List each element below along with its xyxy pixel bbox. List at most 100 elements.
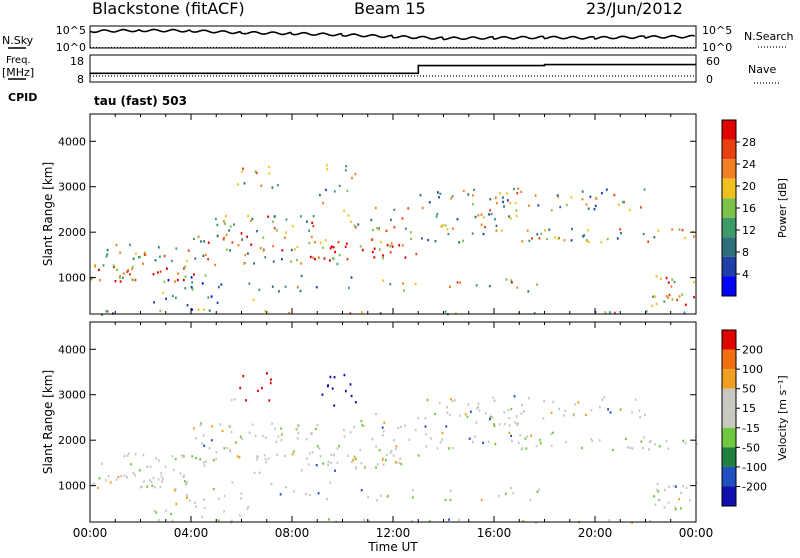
velocity-colorbar-swatch bbox=[722, 349, 736, 370]
power-cell bbox=[290, 260, 292, 263]
velocity-cell bbox=[238, 514, 241, 517]
velocity-cell bbox=[514, 421, 517, 424]
power-cell bbox=[132, 257, 135, 260]
velocity-cell bbox=[563, 414, 565, 417]
power-cell bbox=[296, 258, 298, 262]
velocity-cell bbox=[221, 429, 224, 433]
velocity-cell bbox=[459, 414, 462, 417]
velocity-cell bbox=[165, 509, 167, 512]
velocity-cell bbox=[316, 423, 319, 427]
power-cell bbox=[665, 276, 668, 280]
velocity-cell bbox=[663, 506, 666, 509]
power-cell bbox=[620, 232, 622, 235]
velocity-cell bbox=[213, 459, 215, 462]
velocity-cell bbox=[360, 489, 363, 492]
velocity-cell bbox=[494, 442, 497, 446]
power-cell bbox=[247, 214, 249, 218]
power-colorbar-swatch bbox=[722, 276, 736, 296]
velocity-cell bbox=[180, 454, 183, 457]
power-cell bbox=[105, 255, 108, 258]
velocity-cell bbox=[525, 447, 528, 450]
velocity-cell bbox=[171, 519, 174, 522]
velocity-cell bbox=[448, 413, 451, 417]
power-cell bbox=[322, 246, 324, 249]
power-cell bbox=[131, 267, 133, 271]
velocity-cell bbox=[281, 432, 284, 435]
velocity-cell bbox=[146, 485, 149, 488]
velocity-cell bbox=[173, 489, 176, 492]
velocity-cell bbox=[208, 447, 211, 450]
power-cell bbox=[502, 200, 504, 204]
velocity-cell bbox=[336, 447, 339, 450]
power-cell bbox=[513, 187, 515, 191]
velocity-cell bbox=[552, 431, 554, 435]
power-cell bbox=[382, 257, 384, 260]
velocity-cell bbox=[203, 464, 206, 467]
velocity-cell bbox=[160, 475, 163, 478]
power-cell bbox=[197, 308, 200, 311]
power-cell bbox=[427, 238, 430, 242]
power-cell bbox=[268, 165, 270, 169]
power-cell bbox=[176, 278, 179, 282]
velocity-cell bbox=[654, 503, 657, 506]
power-cell bbox=[242, 167, 244, 170]
power-cell bbox=[451, 195, 454, 198]
velocity-cell bbox=[375, 413, 377, 416]
velocity-cell bbox=[217, 519, 220, 522]
velocity-colorbar-swatch bbox=[722, 427, 736, 448]
power-cell bbox=[480, 213, 483, 216]
power-cell bbox=[296, 286, 299, 289]
power-cell bbox=[373, 247, 376, 250]
power-cell bbox=[247, 252, 249, 255]
velocity-cell bbox=[231, 481, 234, 484]
power-cell bbox=[186, 259, 188, 263]
power-cell bbox=[337, 241, 340, 244]
power-cell bbox=[462, 189, 465, 193]
velocity-cell bbox=[171, 455, 174, 458]
time-tick-label: 20:00 bbox=[578, 526, 613, 540]
power-cell bbox=[393, 208, 396, 211]
power-cell bbox=[521, 240, 524, 243]
power-cell bbox=[371, 238, 374, 241]
velocity-colorbar-tick-label: -100 bbox=[742, 461, 767, 474]
power-ytick-label: 3000 bbox=[58, 181, 86, 194]
velocity-cell bbox=[297, 424, 300, 427]
power-cell bbox=[224, 222, 226, 225]
power-cell bbox=[229, 249, 231, 252]
velocity-colorbar-swatch bbox=[722, 330, 736, 350]
power-cell bbox=[642, 232, 645, 236]
velocity-cell bbox=[239, 386, 242, 390]
power-cell bbox=[106, 310, 109, 313]
power-cell bbox=[194, 257, 197, 260]
power-cell bbox=[556, 194, 559, 197]
power-cell bbox=[495, 224, 498, 228]
power-colorbar-tick-label: 24 bbox=[742, 158, 756, 171]
power-cell bbox=[153, 301, 155, 304]
velocity-cell bbox=[293, 490, 295, 493]
velocity-cell bbox=[510, 434, 512, 438]
power-cell bbox=[527, 204, 530, 207]
velocity-cell bbox=[389, 451, 392, 454]
power-cell bbox=[377, 228, 380, 231]
power-cell bbox=[515, 209, 518, 212]
velocity-ytick-label: 2000 bbox=[58, 434, 86, 447]
velocity-cell bbox=[474, 435, 476, 438]
power-cell bbox=[177, 272, 179, 275]
velocity-cell bbox=[517, 441, 520, 445]
velocity-cell bbox=[328, 518, 330, 521]
velocity-cell bbox=[558, 407, 561, 411]
power-cell bbox=[208, 309, 211, 312]
time-tick-label: 16:00 bbox=[477, 526, 512, 540]
velocity-cell bbox=[385, 459, 387, 462]
velocity-cell bbox=[215, 457, 218, 460]
velocity-cell bbox=[360, 461, 363, 465]
power-cell bbox=[201, 282, 204, 285]
power-cell bbox=[570, 239, 573, 242]
velocity-cell bbox=[508, 417, 511, 420]
velocity-ytick-label: 3000 bbox=[58, 389, 86, 402]
power-cell bbox=[370, 218, 373, 222]
power-cell bbox=[243, 262, 245, 265]
velocity-cell bbox=[508, 424, 511, 427]
velocity-cell bbox=[155, 457, 158, 460]
velocity-cell bbox=[333, 453, 335, 457]
